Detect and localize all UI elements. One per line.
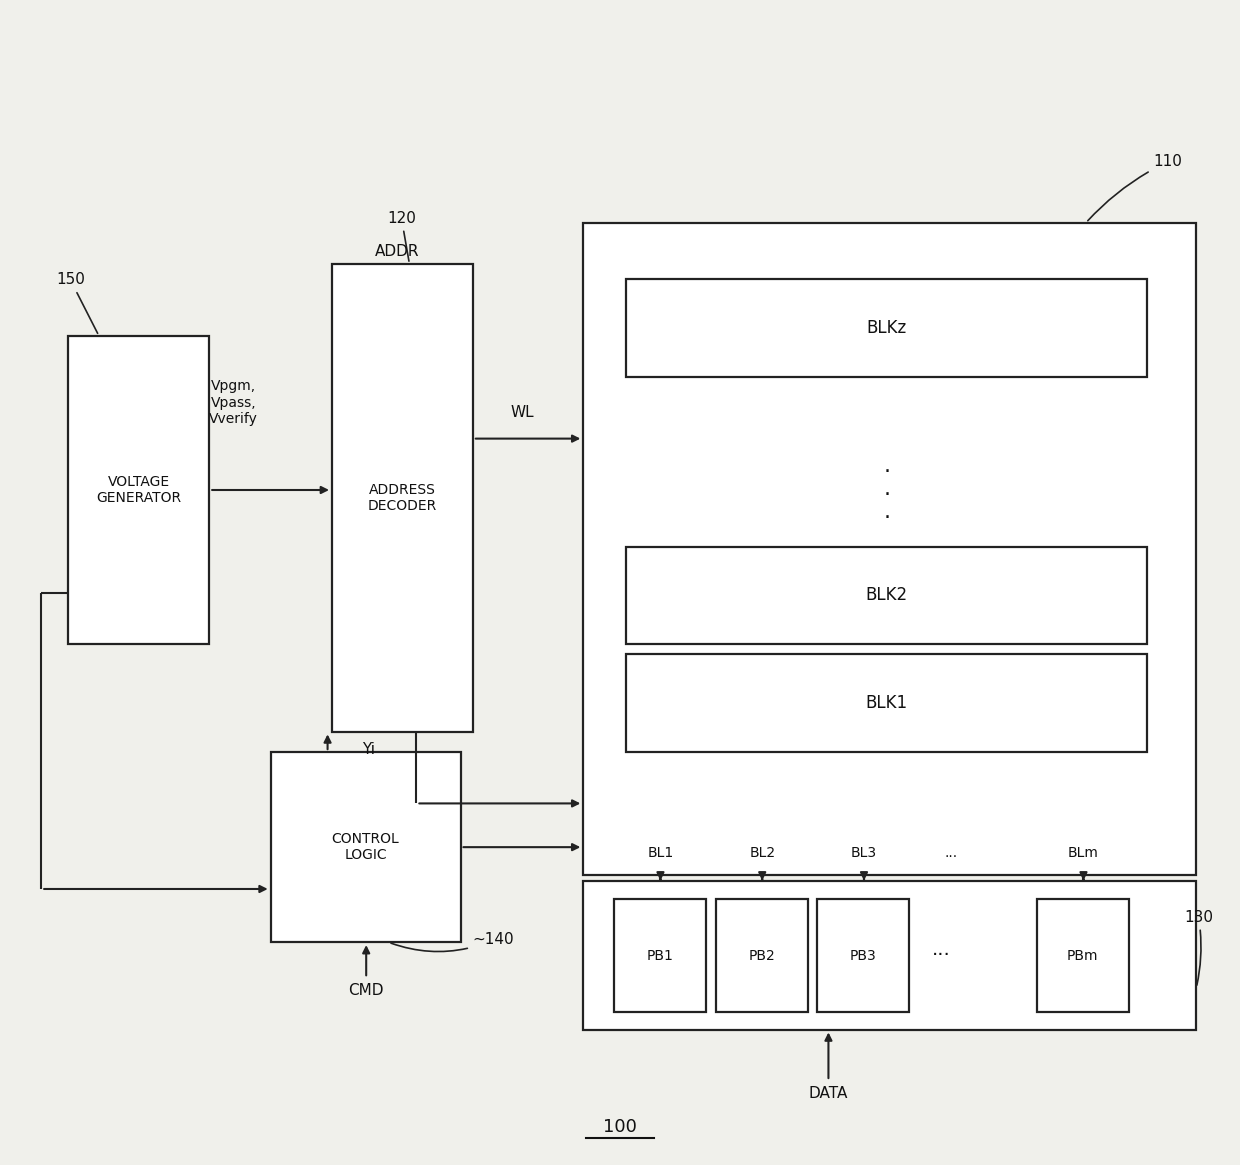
Bar bbox=[1037, 899, 1128, 1012]
Text: 120: 120 bbox=[387, 211, 415, 261]
Text: ADDR: ADDR bbox=[374, 243, 419, 259]
Text: 130: 130 bbox=[1184, 910, 1213, 986]
Bar bbox=[626, 655, 1147, 753]
Bar bbox=[626, 280, 1147, 377]
Text: Yi: Yi bbox=[362, 742, 376, 757]
Bar bbox=[626, 546, 1147, 644]
Text: PB2: PB2 bbox=[748, 948, 775, 962]
Text: 150: 150 bbox=[56, 273, 98, 333]
Text: BLKz: BLKz bbox=[867, 319, 906, 337]
Text: BL1: BL1 bbox=[647, 846, 673, 860]
Text: BLm: BLm bbox=[1068, 846, 1099, 860]
Text: BLK1: BLK1 bbox=[866, 694, 908, 712]
Text: ···: ··· bbox=[932, 946, 951, 965]
Bar bbox=[583, 881, 1197, 1030]
Bar bbox=[614, 899, 706, 1012]
Text: 100: 100 bbox=[603, 1118, 637, 1136]
Text: DATA: DATA bbox=[808, 1086, 848, 1101]
Text: BL2: BL2 bbox=[749, 846, 775, 860]
Text: Vpgm,
Vpass,
Vverify: Vpgm, Vpass, Vverify bbox=[210, 380, 258, 426]
Text: 110: 110 bbox=[1087, 154, 1182, 220]
Bar bbox=[68, 336, 210, 644]
Text: VOLTAGE
GENERATOR: VOLTAGE GENERATOR bbox=[97, 475, 181, 506]
Text: ...: ... bbox=[945, 846, 957, 860]
Text: ·
·
·: · · · bbox=[884, 463, 890, 529]
Bar bbox=[715, 899, 807, 1012]
Bar bbox=[270, 753, 460, 942]
Text: WL: WL bbox=[510, 405, 533, 421]
Text: CONTROL
LOGIC: CONTROL LOGIC bbox=[332, 832, 399, 862]
Text: PB3: PB3 bbox=[849, 948, 877, 962]
Text: BL3: BL3 bbox=[851, 846, 877, 860]
Text: ~140: ~140 bbox=[391, 932, 515, 952]
Text: CMD: CMD bbox=[348, 983, 384, 998]
Text: PB1: PB1 bbox=[646, 948, 673, 962]
Text: BLK2: BLK2 bbox=[866, 586, 908, 605]
Bar bbox=[332, 264, 472, 732]
Bar bbox=[583, 223, 1197, 875]
Text: ADDRESS
DECODER: ADDRESS DECODER bbox=[368, 482, 436, 513]
Text: PBm: PBm bbox=[1068, 948, 1099, 962]
Bar bbox=[817, 899, 909, 1012]
